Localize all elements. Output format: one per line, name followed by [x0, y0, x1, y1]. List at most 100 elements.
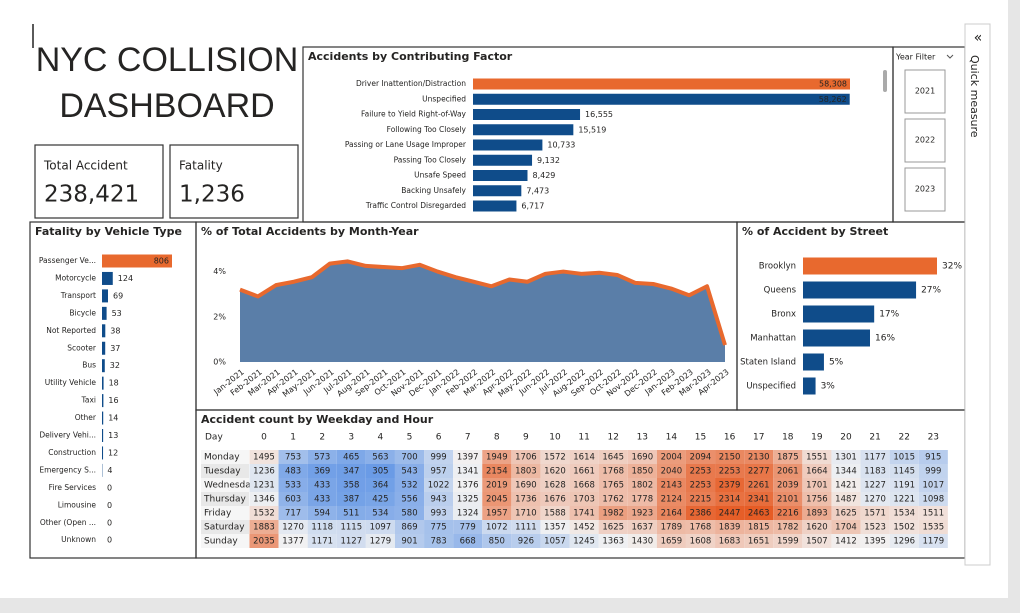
cell-label: 1395 — [864, 537, 886, 547]
category-label: Construction — [48, 448, 96, 457]
filter-option[interactable]: 2022 — [915, 136, 935, 145]
heat-cell — [627, 492, 657, 506]
heat-cell — [831, 450, 861, 464]
heat-cell — [278, 492, 308, 506]
heat-cell — [453, 506, 483, 520]
heat-cell — [889, 450, 919, 464]
bar — [102, 411, 104, 425]
cell-label: 1511 — [922, 509, 944, 519]
heat-cell — [540, 450, 570, 464]
column-header: 13 — [637, 433, 648, 443]
filter-button[interactable] — [904, 118, 946, 163]
heat-cell — [773, 478, 803, 492]
cell-label: 1535 — [922, 523, 944, 533]
collapse-icon[interactable]: « — [974, 30, 983, 46]
heat-cell — [685, 464, 716, 478]
heat-cell — [802, 534, 832, 548]
cell-label: 1532 — [253, 509, 275, 519]
cell-label: 1620 — [544, 467, 566, 477]
cell-label: 2045 — [486, 495, 508, 505]
category-label: Bicycle — [69, 308, 96, 317]
cell-label: 483 — [285, 467, 301, 477]
heat-cell — [627, 534, 657, 548]
cell-label: 1789 — [661, 523, 683, 533]
cell-label: 1179 — [922, 537, 944, 547]
column-header: 2 — [319, 433, 325, 443]
filter-option[interactable]: 2023 — [915, 185, 935, 194]
kpi-card — [34, 144, 164, 219]
category-label: Passenger Ve... — [39, 256, 96, 265]
cell-label: 1231 — [253, 481, 275, 491]
category-label: Unspecified — [746, 382, 796, 392]
heat-cell — [715, 478, 745, 492]
heat-cell — [540, 464, 570, 478]
cell-label: 1599 — [777, 537, 799, 547]
column-header: 0 — [261, 433, 267, 443]
filter-button[interactable] — [904, 167, 946, 212]
category-label: Bronx — [771, 310, 796, 320]
cell-label: 603 — [285, 495, 301, 505]
column-header: 11 — [578, 433, 589, 443]
cell-label: 1625 — [835, 509, 857, 519]
heat-cell — [685, 520, 716, 534]
filter-option[interactable]: 2021 — [915, 87, 935, 96]
cell-label: 1376 — [457, 481, 479, 491]
heat-cell — [394, 520, 425, 534]
category-label: Brooklyn — [759, 262, 796, 272]
cell-label: 1017 — [922, 481, 944, 491]
cell-label: 387 — [343, 495, 359, 505]
value-label: 5% — [829, 358, 844, 368]
heat-cell — [453, 534, 483, 548]
category-label: Unsafe Speed — [414, 171, 466, 180]
heat-cell — [598, 478, 628, 492]
row-label: Thursday — [203, 495, 247, 505]
heat-cell — [831, 506, 861, 520]
heat-cell — [569, 492, 599, 506]
cell-label: 1625 — [602, 523, 624, 533]
cell-label: 1690 — [631, 453, 653, 463]
side-pane-label[interactable]: Quick measure — [968, 55, 981, 138]
cell-label: 850 — [489, 537, 505, 547]
heat-cell — [802, 478, 832, 492]
heat-cell — [831, 478, 861, 492]
cell-label: 1683 — [719, 537, 741, 547]
heat-cell — [336, 450, 366, 464]
cell-label: 915 — [925, 453, 941, 463]
cell-label: 717 — [285, 509, 301, 519]
cell-label: 993 — [430, 509, 446, 519]
filter-button[interactable] — [904, 69, 946, 114]
heat-cell — [307, 464, 337, 478]
row-label: Wednesday — [204, 481, 257, 491]
cell-label: 1022 — [428, 481, 450, 491]
cell-label: 1245 — [573, 537, 595, 547]
category-label: Passing Too Closely — [394, 155, 467, 164]
cell-label: 1227 — [864, 481, 886, 491]
cell-label: 668 — [460, 537, 476, 547]
value-label: 806 — [154, 257, 169, 266]
cell-label: 2039 — [777, 481, 799, 491]
cell-label: 1171 — [311, 537, 333, 547]
bar — [102, 394, 104, 408]
heat-cell — [394, 534, 425, 548]
cell-label: 1736 — [515, 495, 537, 505]
category-label: Emergency S... — [39, 465, 96, 474]
heat-cell — [860, 506, 890, 520]
category-label: Following Too Closely — [387, 125, 467, 134]
cell-label: 1923 — [631, 509, 653, 519]
cell-label: 2386 — [690, 509, 712, 519]
value-label: 3% — [821, 382, 836, 392]
cell-label: 1949 — [486, 453, 508, 463]
cell-label: 2277 — [748, 467, 770, 477]
dropdown-icon[interactable] — [946, 54, 954, 59]
category-label: Delivery Vehi... — [39, 431, 96, 440]
cell-label: 1815 — [748, 523, 770, 533]
heat-cell — [744, 478, 774, 492]
cell-label: 2261 — [748, 481, 770, 491]
cell-label: 2253 — [719, 467, 741, 477]
scrollbar[interactable] — [883, 70, 887, 92]
cell-label: 1893 — [806, 509, 828, 519]
cell-label: 1397 — [457, 453, 479, 463]
bar — [803, 281, 917, 299]
cell-label: 1098 — [922, 495, 944, 505]
cell-label: 1430 — [631, 537, 653, 547]
